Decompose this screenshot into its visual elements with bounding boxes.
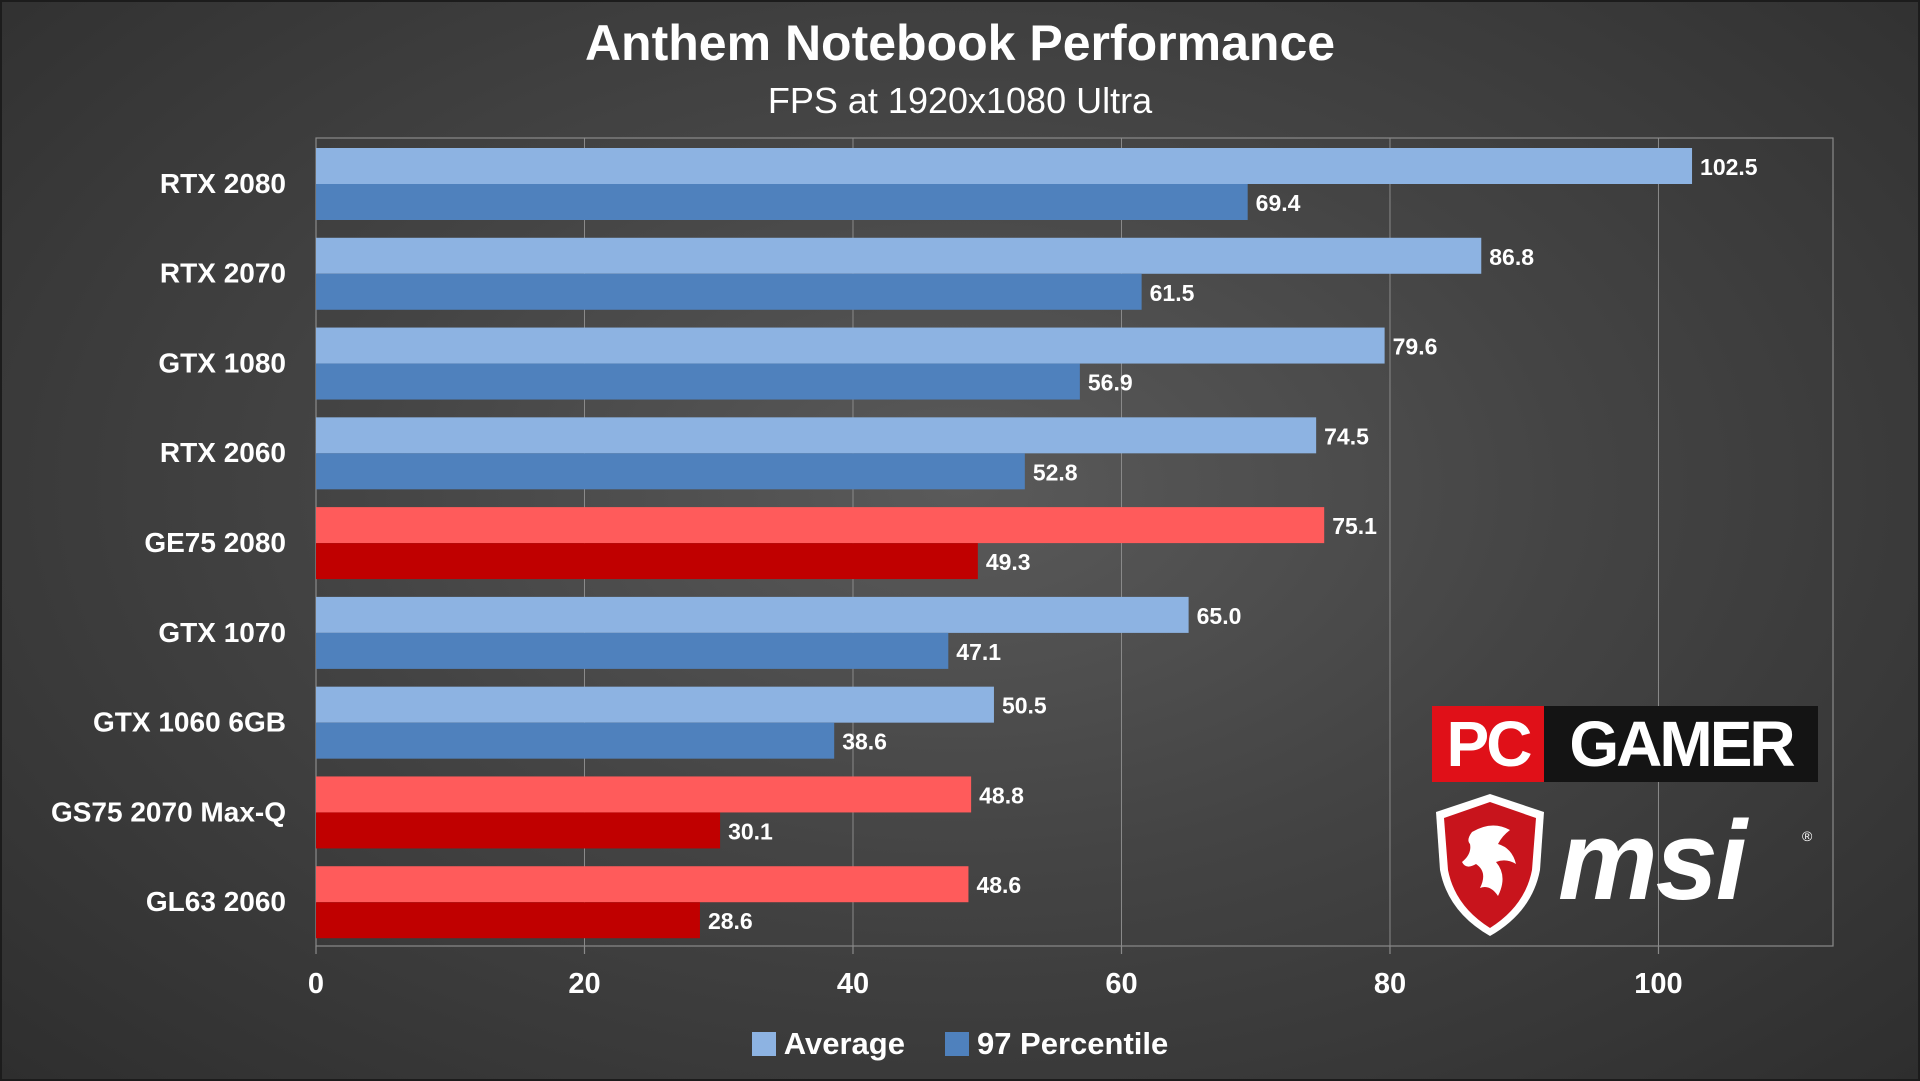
bar-average [316, 237, 1482, 274]
category-label: GL63 2060 [146, 886, 286, 917]
data-label-97-percentile: 30.1 [728, 818, 773, 844]
x-tick-label: 80 [1374, 968, 1406, 1000]
legend-swatch-average [751, 1032, 776, 1056]
data-label-97-percentile: 38.6 [842, 729, 887, 755]
bar-97-percentile [316, 902, 700, 939]
data-label-97-percentile: 47.1 [956, 639, 1001, 665]
data-label-average: 48.8 [979, 782, 1024, 808]
data-label-average: 79.6 [1393, 334, 1438, 360]
pc-gamer-logo: PC GAMER [1432, 706, 1818, 782]
legend-label-percentile: 97 Percentile [976, 1026, 1169, 1061]
data-label-average: 48.6 [976, 872, 1021, 898]
legend-item-average: Average [751, 1026, 905, 1062]
category-label: GS75 2070 Max-Q [51, 796, 286, 827]
bar-97-percentile [316, 363, 1080, 400]
bar-average [316, 148, 1693, 184]
data-label-97-percentile: 69.4 [1256, 190, 1301, 216]
bar-97-percentile [316, 453, 1025, 490]
bar-average [316, 507, 1325, 544]
bar-97-percentile [316, 722, 835, 759]
data-label-average: 75.1 [1332, 513, 1377, 539]
msi-registered-mark: ® [1802, 828, 1813, 844]
msi-logo: msi ® [1430, 792, 1820, 942]
legend: Average 97 Percentile [0, 1026, 1920, 1062]
x-tick-label: 40 [837, 968, 869, 1000]
bar-97-percentile [316, 543, 978, 580]
legend-swatch-percentile [944, 1032, 969, 1056]
legend-label-average: Average [783, 1026, 905, 1061]
bar-97-percentile [316, 632, 949, 669]
msi-wordmark: msi [1558, 798, 1747, 923]
category-label: RTX 2080 [160, 168, 286, 199]
bar-average [316, 866, 969, 903]
data-label-97-percentile: 49.3 [986, 549, 1031, 575]
legend-item-percentile: 97 Percentile [944, 1026, 1169, 1062]
data-label-average: 74.5 [1324, 423, 1369, 449]
bar-97-percentile [316, 273, 1142, 310]
pc-gamer-logo-pc: PC [1432, 706, 1544, 782]
bar-average [316, 596, 1189, 633]
x-tick-label: 0 [308, 968, 324, 1000]
x-tick-label: 20 [568, 968, 600, 1000]
category-label: RTX 2070 [160, 258, 286, 289]
pc-gamer-logo-gamer: GAMER [1544, 706, 1818, 782]
data-label-97-percentile: 56.9 [1088, 370, 1133, 396]
chart-subtitle: FPS at 1920x1080 Ultra [767, 80, 1153, 121]
data-label-97-percentile: 61.5 [1150, 280, 1195, 306]
data-label-average: 86.8 [1489, 244, 1534, 270]
bar-average [316, 417, 1317, 454]
bar-average [316, 686, 994, 723]
category-label: GTX 1080 [158, 347, 286, 378]
data-label-average: 65.0 [1197, 603, 1242, 629]
category-label: GTX 1060 6GB [93, 707, 286, 738]
category-label: GTX 1070 [158, 617, 286, 648]
x-tick-label: 100 [1634, 968, 1682, 1000]
bar-average [316, 776, 972, 813]
category-label: RTX 2060 [160, 437, 286, 468]
bar-97-percentile [316, 812, 721, 849]
data-label-97-percentile: 52.8 [1033, 459, 1078, 485]
msi-dragon-shield-icon [1436, 794, 1544, 936]
data-label-average: 102.5 [1700, 154, 1758, 180]
bar-97-percentile [316, 184, 1248, 220]
data-label-average: 50.5 [1002, 693, 1047, 719]
category-label: GE75 2080 [144, 527, 286, 558]
chart-title: Anthem Notebook Performance [584, 15, 1336, 71]
x-tick-label: 60 [1105, 968, 1137, 1000]
bar-average [316, 327, 1385, 364]
data-label-97-percentile: 28.6 [708, 908, 753, 934]
